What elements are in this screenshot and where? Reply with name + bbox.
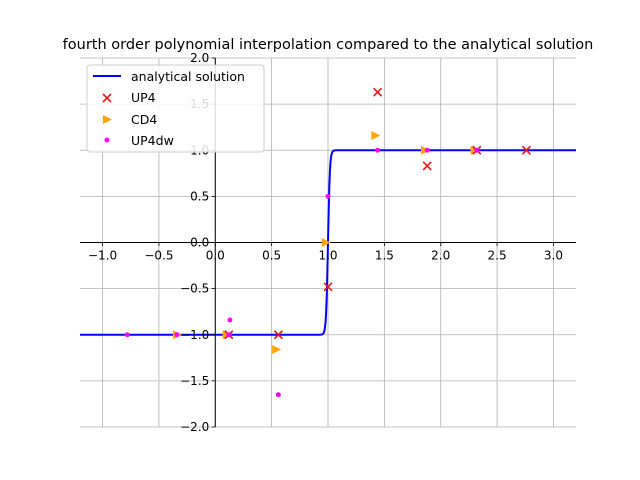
legend-label-up4dw: UP4dw bbox=[131, 133, 174, 148]
x-tick-label-4: 1.0 bbox=[318, 249, 337, 263]
up4dw-point-7 bbox=[424, 147, 430, 153]
ticks-layer: −1.0 −0.5 0.0 0.5 1.0 1.5 2.0 2.5 3.0 −2.0 −1.5 −1.… bbox=[88, 51, 563, 434]
up4-point-6 bbox=[521, 145, 531, 155]
x-tick-label-2: 0.0 bbox=[206, 249, 225, 263]
legend-marker-cd4 bbox=[103, 115, 112, 124]
legend-frame bbox=[86, 64, 265, 153]
legend-label-cd4: CD4 bbox=[131, 112, 157, 127]
up4dw-point-3 bbox=[227, 317, 233, 323]
cd4-point-3 bbox=[321, 238, 331, 247]
cd4-point-4 bbox=[371, 130, 381, 140]
legend-marker-up4dw bbox=[104, 137, 110, 143]
legend-label-up4: UP4 bbox=[131, 90, 156, 105]
up4-point-1 bbox=[273, 330, 283, 340]
y-tick-label-4: 0.0 bbox=[190, 236, 209, 250]
y-tick-label-8: 2.0 bbox=[190, 51, 209, 65]
markers-layer bbox=[124, 87, 531, 398]
x-tick-label-8: 3.0 bbox=[544, 249, 563, 263]
up4dw-point-0 bbox=[124, 332, 130, 338]
y-tick-label-1: −1.5 bbox=[180, 374, 209, 388]
y-tick-label-0: −2.0 bbox=[180, 420, 209, 434]
chart-title: fourth order polynomial interpolation co… bbox=[63, 37, 594, 53]
x-tick-label-5: 1.5 bbox=[375, 249, 394, 263]
up4-point-4 bbox=[422, 161, 432, 171]
legend: analytical solution UP4 CD4 UP4dw bbox=[86, 64, 265, 153]
up4dw-point-6 bbox=[375, 147, 381, 153]
up4dw-point-8 bbox=[474, 147, 480, 153]
y-tick-label-2: −1.0 bbox=[180, 328, 209, 342]
x-tick-label-3: 0.5 bbox=[262, 249, 281, 263]
up4dw-point-1 bbox=[174, 332, 180, 338]
y-tick-label-5: 0.5 bbox=[190, 189, 209, 203]
x-tick-label-7: 2.5 bbox=[488, 249, 507, 263]
x-tick-label-1: −0.5 bbox=[144, 249, 173, 263]
up4dw-point-5 bbox=[325, 193, 331, 199]
legend-marker-up4 bbox=[102, 93, 112, 103]
x-tick-label-6: 2.0 bbox=[431, 249, 450, 263]
y-tick-label-3: −0.5 bbox=[180, 282, 209, 296]
legend-label-analytical: analytical solution bbox=[131, 69, 245, 84]
up4dw-point-4 bbox=[275, 392, 281, 398]
up4dw-point-2 bbox=[226, 332, 232, 338]
up4-point-3 bbox=[373, 87, 383, 97]
up4-point-2 bbox=[323, 282, 333, 292]
cd4-point-2 bbox=[272, 345, 282, 355]
x-tick-label-0: −1.0 bbox=[88, 249, 117, 263]
